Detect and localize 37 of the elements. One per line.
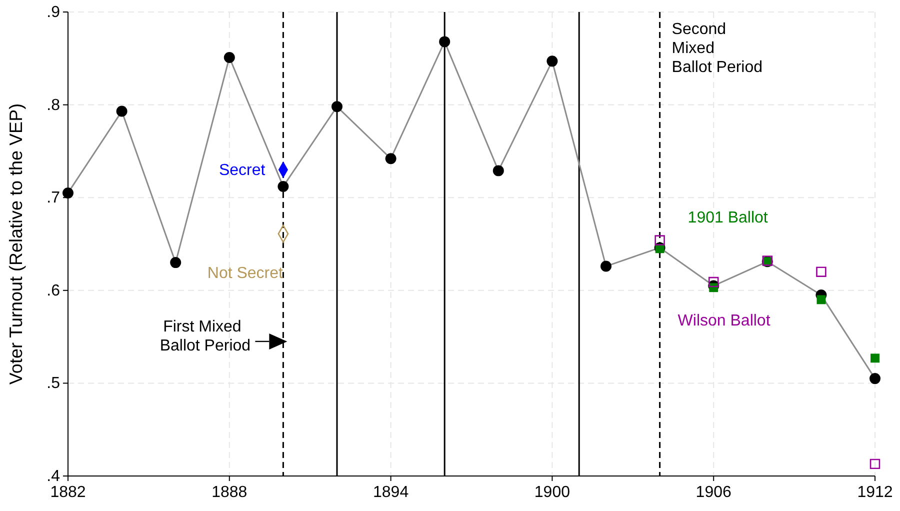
point <box>385 153 396 164</box>
point <box>708 276 719 288</box>
point <box>170 257 182 268</box>
series-label: Not Secret <box>207 264 284 282</box>
y-tick-label: .8 <box>46 96 60 114</box>
y-tick-label: .7 <box>46 190 60 207</box>
x-tick-label: 1912 <box>857 484 893 501</box>
point <box>870 458 880 470</box>
y-tick-label: .6 <box>46 282 60 300</box>
point <box>116 106 128 117</box>
series-label: 1901 Ballot <box>688 210 768 227</box>
point <box>332 101 342 112</box>
point <box>600 260 612 272</box>
point <box>224 52 235 63</box>
series-label: Secret <box>218 162 266 179</box>
x-tick-label: 1894 <box>373 484 409 501</box>
point <box>62 187 74 198</box>
point <box>870 373 880 384</box>
point <box>816 295 826 304</box>
point <box>439 36 450 48</box>
point <box>816 266 826 277</box>
y-tick-label: .9 <box>46 4 60 21</box>
x-tick-label: 1900 <box>534 484 570 501</box>
y-axis-title: Voter Turnout (Relative to the VEP) <box>6 103 26 385</box>
x-tick-label: 1882 <box>50 484 86 501</box>
annotation: Second Mixed Ballot Period <box>672 21 763 76</box>
annotation: First Mixed Ballot Period <box>160 318 251 354</box>
point <box>546 56 558 67</box>
y-tick-label: .4 <box>46 468 60 485</box>
x-tick-label: 1906 <box>696 484 732 501</box>
x-tick-label: 1888 <box>212 484 248 501</box>
y-tick-label: .5 <box>46 375 60 392</box>
point <box>492 165 504 176</box>
point <box>870 354 880 363</box>
text: Wilson Ballot <box>678 312 771 330</box>
point <box>654 235 665 246</box>
point <box>278 180 289 192</box>
